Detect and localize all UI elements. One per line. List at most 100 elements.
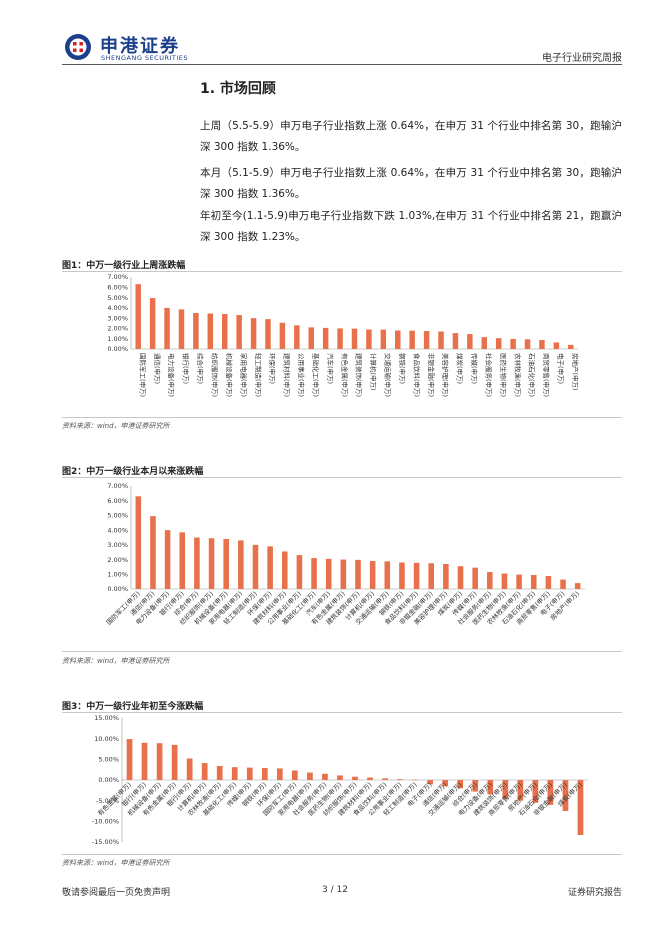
bar — [532, 780, 539, 803]
x-tick-label: 农林牧渔(申万) — [513, 353, 522, 397]
y-tick-label: -5.00% — [96, 797, 119, 805]
y-tick-label: 4.00% — [107, 304, 128, 312]
x-tick-label: 机械设备(申万) — [225, 353, 234, 397]
bar — [149, 298, 156, 349]
bar — [308, 327, 314, 349]
logo-text-en: SHENGANG SECURITIES — [101, 54, 189, 62]
x-tick-label: 综合(申万) — [196, 353, 205, 384]
bar — [276, 768, 283, 780]
figure2-bottom-rule — [62, 651, 622, 652]
bar — [472, 780, 479, 792]
bar — [481, 337, 488, 349]
figure1-title: 图1：中万一级行业上周涨跌幅 — [62, 261, 186, 271]
bar — [201, 763, 208, 780]
bar — [216, 765, 223, 780]
bar — [380, 329, 387, 349]
y-tick-label: 3.00% — [107, 314, 128, 322]
bar — [517, 780, 524, 801]
bar — [171, 744, 178, 780]
bar — [510, 338, 516, 349]
chart-ytd-change: 15.00% 10.00% 5.00% 0.00% -5.00% -10.00% -15.0… — [92, 714, 588, 846]
bar — [307, 772, 313, 780]
y-tick-label: -10.00% — [92, 818, 119, 826]
bar — [208, 538, 215, 589]
bar — [164, 530, 171, 589]
figure1-bottom-rule — [62, 417, 622, 418]
x-tick-label: 非银金融(申万) — [427, 353, 436, 397]
bar — [457, 566, 464, 589]
x-tick-label: 钢铁(申万) — [398, 353, 407, 384]
bar — [438, 331, 444, 349]
figure2-source: 资料来源：wind，申港证券研究所 — [62, 657, 170, 665]
bar — [250, 318, 257, 349]
paragraph-this-month: 本月（5.1-5.9）申万电子行业指数上涨 0.64%，在申万 31 个行业中排… — [200, 167, 622, 200]
bar — [423, 331, 430, 349]
bar — [355, 559, 361, 589]
bar — [294, 325, 300, 349]
x-tick-label: 国防军工(申万) — [138, 353, 147, 397]
bar — [193, 313, 199, 349]
bar — [577, 780, 584, 835]
bar — [560, 579, 566, 589]
bar — [545, 576, 552, 589]
chart-weekly-change: 7.00% 6.00% 5.00% 4.00% 3.00% 2.00% 1.00% 0.00%… — [107, 273, 580, 397]
bar — [442, 780, 449, 787]
bar — [221, 314, 228, 349]
x-tick-label: 环保(申万) — [268, 353, 277, 384]
figure2-title: 图2：中万一级行业本月以来涨跌幅 — [62, 467, 204, 477]
bar — [322, 773, 328, 780]
y-tick-label: 3.00% — [107, 541, 128, 549]
y-tick-label: 7.00% — [107, 273, 128, 281]
x-tick-label: 有色金属(申万) — [340, 353, 349, 397]
bar — [457, 780, 464, 789]
bar — [568, 344, 574, 349]
bar — [452, 333, 459, 349]
bar — [352, 776, 358, 780]
x-tick-label: 公用事业(申万) — [297, 353, 306, 397]
bar — [150, 516, 156, 589]
bar — [265, 319, 271, 349]
bar — [369, 561, 376, 589]
bar — [495, 338, 502, 349]
bar — [382, 778, 388, 780]
bar — [562, 780, 569, 811]
y-tick-label: 2.00% — [107, 556, 128, 564]
x-tick-label: 美容护理(申万) — [441, 353, 450, 397]
y-tick-label: 2.00% — [107, 325, 128, 333]
y-tick-label: 5.00% — [98, 756, 119, 764]
x-tick-label: 建筑材料(申万) — [283, 353, 292, 397]
header-divider — [62, 64, 622, 65]
y-tick-label: 1.00% — [107, 335, 128, 343]
paragraph-last-week: 上周（5.5-5.9）申万电子行业指数上涨 0.64%，在申万 31 个行业中排… — [200, 120, 622, 153]
figure3-top-rule — [62, 712, 622, 713]
bar — [223, 538, 229, 589]
x-tick-label: 电子(申万) — [557, 353, 566, 384]
report-type: 电子行业研究周报 — [542, 53, 622, 64]
bar — [487, 572, 493, 589]
bar — [296, 555, 303, 589]
y-tick-label: 7.00% — [107, 482, 128, 490]
bar — [467, 334, 473, 349]
bar — [472, 567, 478, 589]
bar — [246, 767, 253, 780]
bar — [337, 328, 343, 349]
bar — [487, 780, 494, 795]
y-tick-label: 10.00% — [94, 735, 119, 743]
x-tick-label: 银行(申万) — [182, 353, 191, 384]
bar — [547, 780, 554, 805]
bar — [207, 313, 214, 349]
paragraph-ytd: 年初至今(1.1-5.9)申万电子行业指数下跌 1.03%,在申万 31 个行业… — [200, 210, 622, 243]
figure3-source: 资料来源：wind，申港证券研究所 — [62, 859, 170, 867]
figure1-source: 资料来源：wind，申港证券研究所 — [62, 422, 170, 430]
disclaimer-note: 敬请参阅最后一页免责声明 — [62, 888, 171, 898]
y-tick-label: 6.00% — [107, 497, 128, 505]
x-tick-label: 轻工制造(申万) — [254, 353, 263, 397]
bar — [337, 775, 343, 780]
bar — [340, 559, 347, 589]
bar — [409, 330, 415, 349]
y-tick-label: -15.00% — [92, 838, 119, 846]
bar — [428, 563, 435, 589]
figure2-top-rule — [62, 477, 622, 478]
section-title: 1. 市场回顾 — [200, 81, 276, 97]
bar — [539, 339, 545, 349]
